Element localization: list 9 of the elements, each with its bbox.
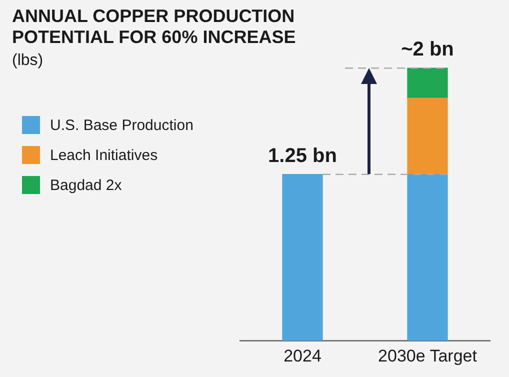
text: (lbs)	[12, 52, 44, 70]
legend-label: Leach Initiatives	[50, 146, 158, 164]
annotation: ~2 bn	[401, 38, 454, 61]
legend-label: Bagdad 2x	[50, 176, 122, 194]
annotation: 1.25 bn	[268, 144, 337, 167]
chart-title: ANNUAL COPPER PRODUCTION POTENTIAL FOR 60% INCREASE	[12, 6, 296, 48]
x-tick-label: 2024	[284, 346, 322, 366]
legend-label: U.S. Base Production	[50, 116, 194, 134]
x-tick-label: 2030e Target	[378, 346, 478, 366]
